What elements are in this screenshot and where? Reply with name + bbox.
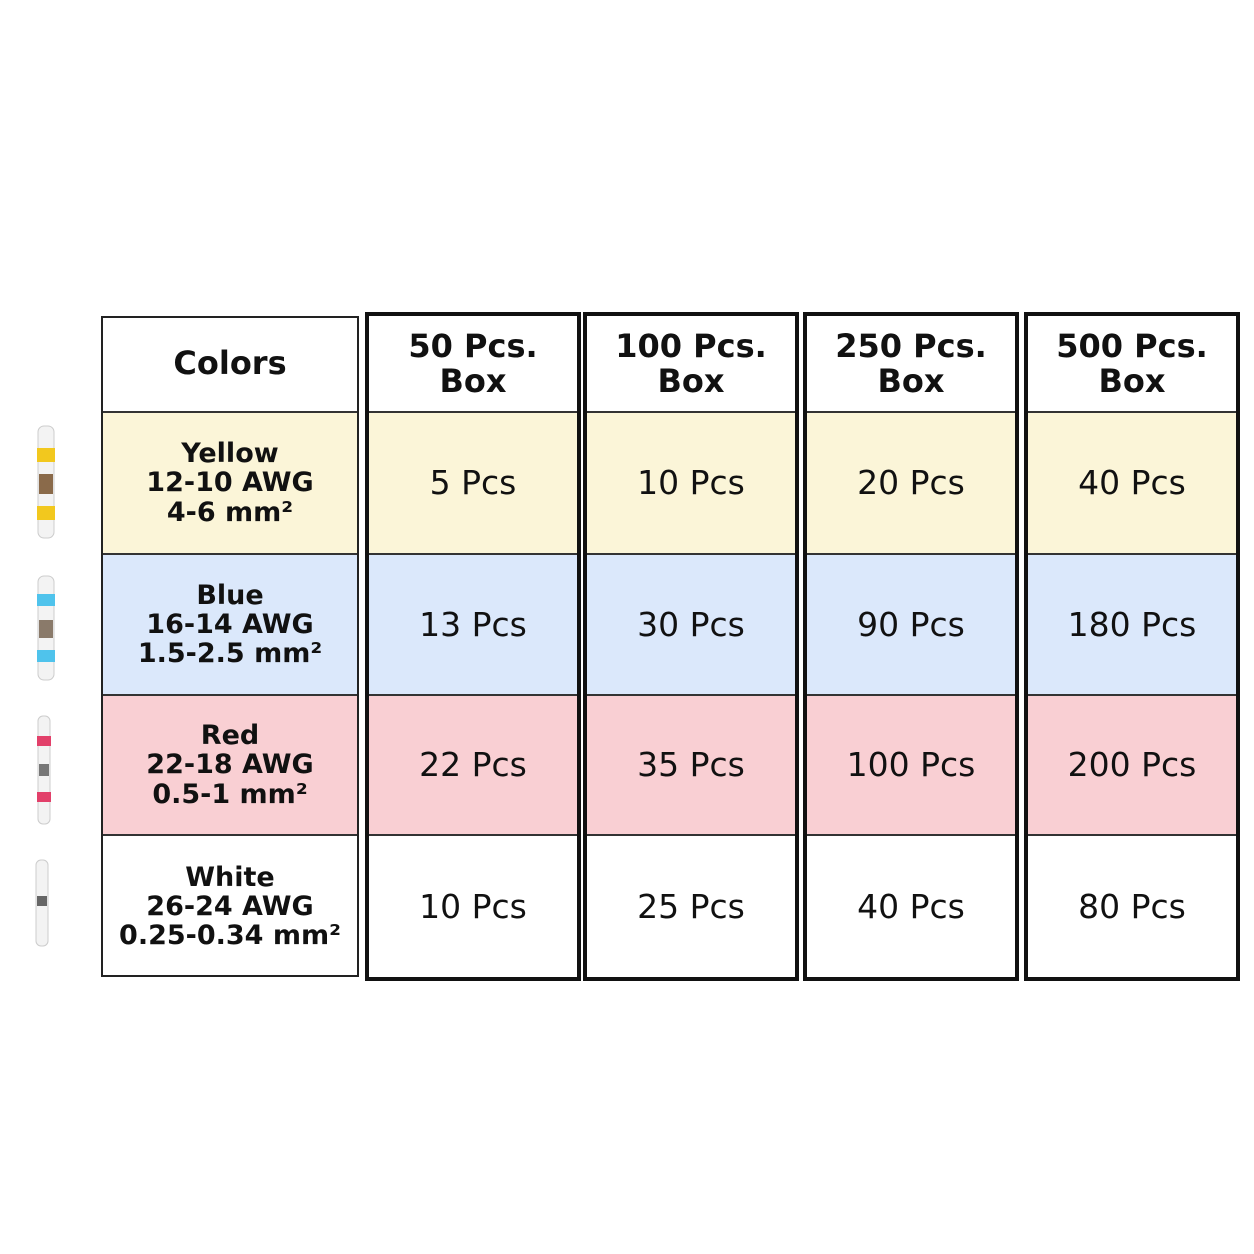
value-cell: 180 Pcs [1028,553,1236,694]
cell-text: 16-14 AWG [146,608,314,640]
value-cell: 22 Pcs [369,694,577,834]
header-cell: 500 Pcs. Box [1028,316,1236,411]
value-cell: 40 Pcs [1028,411,1236,553]
cell-text: 50 Pcs. [408,326,538,365]
cell-text: 40 Pcs [1078,463,1186,503]
cell-text: 100 Pcs [846,745,976,785]
cell-text: 10 Pcs [637,463,745,503]
value-cell: 40 Pcs [807,834,1015,977]
cell-text: 10 Pcs [419,886,527,926]
cell-text: 1.5-2.5 mm² [137,638,323,670]
column-border [1024,312,1240,981]
cell-text: 25 Pcs [637,886,745,926]
cell-text: 90 Pcs [857,604,965,644]
cell-text: Box [657,361,725,400]
column-border [583,312,799,981]
cell-text: 22-18 AWG [146,749,314,781]
red-connector [37,715,51,825]
yellow-connector [37,425,55,539]
cell-text: 12-10 AWG [146,467,314,499]
cell-text: 0.5-1 mm² [152,778,308,810]
cell-text: 500 Pcs. [1056,326,1208,365]
value-cell: 20 Pcs [807,411,1015,553]
cell-text: Red [200,720,260,752]
value-cell: 30 Pcs [587,553,795,694]
value-cell: 13 Pcs [369,553,577,694]
header-cell: 250 Pcs. Box [807,316,1015,411]
cell-text: Yellow [181,438,279,470]
value-cell: 35 Pcs [587,694,795,834]
header-cell: 50 Pcs. Box [369,316,577,411]
cell-text: 35 Pcs [637,745,745,785]
cell-text: 5 Pcs [429,463,517,503]
cell-text: 250 Pcs. [835,326,987,365]
cell-text: 30 Pcs [637,604,745,644]
color-cell: Red 22-18 AWG 0.5-1 mm² [101,694,359,834]
color-cell: Yellow 12-10 AWG 4-6 mm² [101,411,359,553]
cell-text: White [185,861,275,893]
cell-text: 100 Pcs. [615,326,767,365]
cell-text: Box [439,361,507,400]
cell-text: 180 Pcs [1067,604,1197,644]
value-cell: 10 Pcs [369,834,577,977]
value-cell: 80 Pcs [1028,834,1236,977]
white-connector [35,859,49,947]
value-cell: 25 Pcs [587,834,795,977]
column-border [101,316,359,977]
cell-text: 22 Pcs [419,745,527,785]
cell-text: 20 Pcs [857,463,965,503]
value-cell: 10 Pcs [587,411,795,553]
cell-text: 26-24 AWG [146,890,314,922]
cell-text: 200 Pcs [1067,745,1197,785]
header-cell: 100 Pcs. Box [587,316,795,411]
color-cell: White 26-24 AWG 0.25-0.34 mm² [101,834,359,977]
cell-text: 0.25-0.34 mm² [119,920,341,952]
blue-connector [37,575,55,681]
cell-text: Blue [196,579,264,611]
cell-text: Colors [173,344,287,383]
value-cell: 5 Pcs [369,411,577,553]
column-border [803,312,1019,981]
cell-text: Box [877,361,945,400]
cell-text: 13 Pcs [419,604,527,644]
connector-icons [35,425,55,947]
cell-text: Box [1098,361,1166,400]
value-cell: 100 Pcs [807,694,1015,834]
color-cell: Blue 16-14 AWG 1.5-2.5 mm² [101,553,359,694]
cell-text: 80 Pcs [1078,886,1186,926]
header-cell: Colors [101,316,359,411]
cell-text: 40 Pcs [857,886,965,926]
value-cell: 90 Pcs [807,553,1015,694]
cell-text: 4-6 mm² [166,496,294,528]
value-cell: 200 Pcs [1028,694,1236,834]
column-border [365,312,581,981]
